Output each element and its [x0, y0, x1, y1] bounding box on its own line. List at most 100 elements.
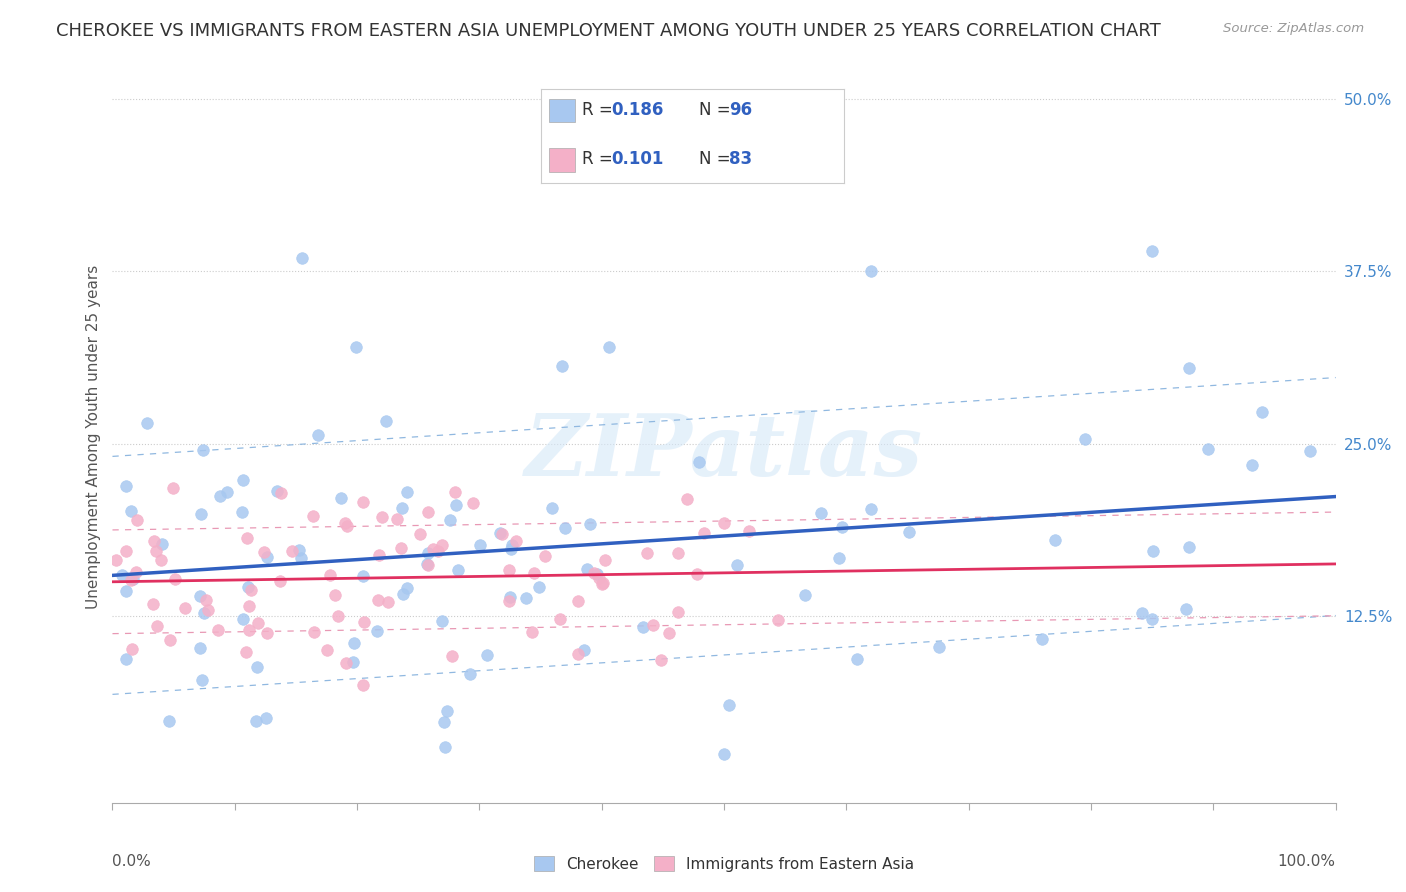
Point [928, 640, 950, 655]
Point [323, 588, 346, 602]
Text: Source: ZipAtlas.com: Source: ZipAtlas.com [1223, 22, 1364, 36]
Point [439, 513, 461, 527]
FancyBboxPatch shape [548, 148, 575, 171]
Point [197, 603, 219, 617]
Text: 83: 83 [728, 151, 752, 169]
Text: CHEROKEE VS IMMIGRANTS FROM EASTERN ASIA UNEMPLOYMENT AMONG YOUTH UNDER 25 YEARS: CHEROKEE VS IMMIGRANTS FROM EASTERN ASIA… [56, 22, 1161, 40]
Point [1043, 533, 1066, 547]
Point [418, 505, 440, 519]
Text: 0.0%: 0.0% [112, 854, 152, 869]
Point [738, 524, 761, 539]
Text: ZIPatlas: ZIPatlas [524, 410, 924, 493]
Point [717, 698, 740, 712]
Point [145, 543, 167, 558]
Text: R =: R = [582, 102, 619, 120]
Point [522, 566, 544, 580]
Point [371, 509, 394, 524]
Point [193, 607, 215, 621]
Point [366, 624, 388, 639]
Point [111, 568, 134, 582]
FancyBboxPatch shape [548, 99, 575, 122]
Point [247, 615, 270, 630]
Point [477, 648, 499, 662]
Point [488, 525, 510, 540]
Point [124, 565, 146, 579]
Point [159, 632, 181, 647]
Point [1299, 444, 1322, 458]
Point [468, 539, 491, 553]
Point [828, 550, 851, 565]
Point [501, 538, 523, 552]
Point [302, 625, 325, 640]
Point [1178, 540, 1201, 554]
Point [191, 442, 214, 457]
Text: 0.186: 0.186 [610, 102, 664, 120]
Point [231, 505, 253, 519]
Point [125, 513, 148, 527]
Point [575, 562, 598, 576]
Point [585, 567, 607, 582]
Point [194, 593, 217, 607]
Point [253, 545, 276, 559]
Point [460, 666, 482, 681]
Point [238, 599, 260, 614]
Point [1241, 458, 1264, 472]
Point [330, 491, 353, 506]
Point [434, 739, 457, 754]
Point [142, 533, 165, 548]
Point [145, 619, 167, 633]
Point [245, 714, 267, 728]
Point [498, 594, 520, 608]
Point [444, 485, 467, 500]
Point [505, 534, 527, 549]
Point [636, 546, 658, 560]
Point [367, 593, 389, 607]
Point [1197, 442, 1219, 457]
Point [831, 519, 853, 533]
Point [598, 340, 620, 354]
Point [416, 557, 439, 571]
Legend: Cherokee, Immigrants from Eastern Asia: Cherokee, Immigrants from Eastern Asia [526, 848, 922, 880]
Point [416, 546, 439, 560]
Point [188, 640, 211, 655]
Point [232, 612, 254, 626]
Point [232, 473, 254, 487]
Point [643, 617, 665, 632]
Point [291, 251, 314, 265]
Point [666, 545, 689, 559]
Point [693, 526, 716, 541]
Point [352, 495, 374, 509]
Point [898, 524, 921, 539]
Y-axis label: Unemployment Among Youth under 25 years: Unemployment Among Youth under 25 years [86, 265, 101, 609]
Point [433, 714, 456, 729]
Point [352, 569, 374, 583]
Point [389, 541, 412, 555]
Point [588, 571, 610, 585]
Point [266, 483, 288, 498]
Point [122, 572, 145, 586]
Point [326, 608, 349, 623]
Point [499, 542, 522, 557]
Point [1132, 606, 1154, 620]
Point [335, 656, 357, 670]
Text: N =: N = [699, 102, 735, 120]
Point [396, 582, 419, 596]
Point [794, 588, 817, 602]
Point [157, 714, 180, 729]
Point [567, 594, 589, 608]
Point [256, 626, 278, 640]
Point [120, 573, 142, 587]
Point [650, 653, 672, 667]
Point [522, 624, 544, 639]
Point [207, 623, 229, 637]
Point [121, 642, 143, 657]
Point [290, 550, 312, 565]
Point [120, 504, 142, 518]
Point [447, 563, 470, 577]
Point [115, 544, 138, 558]
Point [114, 479, 136, 493]
Point [666, 605, 689, 619]
Text: R =: R = [582, 151, 619, 169]
Point [190, 507, 212, 521]
Point [713, 747, 735, 762]
